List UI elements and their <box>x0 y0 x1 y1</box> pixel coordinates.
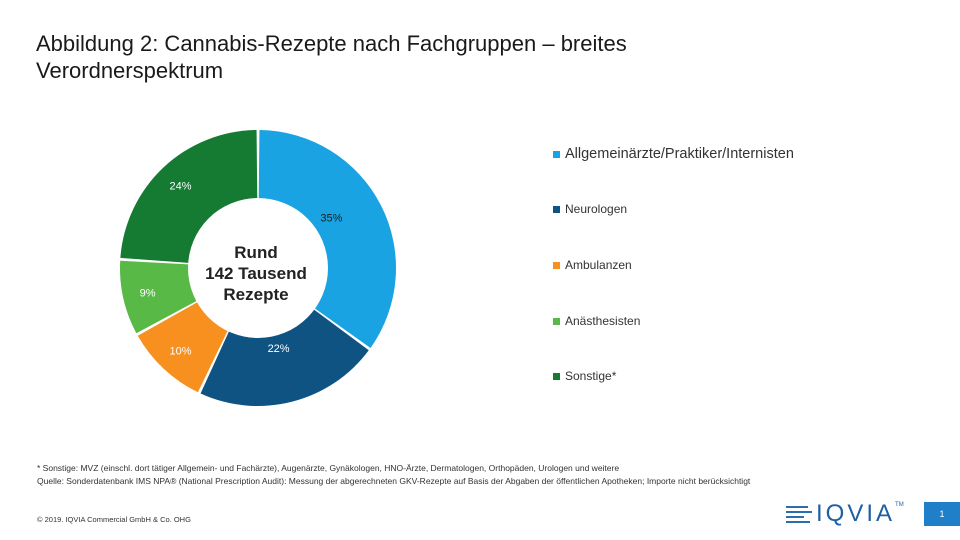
percent-label-1: 35% <box>320 212 342 224</box>
iqvia-logo: IQVIA TM <box>786 500 904 528</box>
legend-item-ambulanz: Ambulanzen <box>553 258 632 272</box>
percent-label-2: 22% <box>268 343 290 355</box>
footnote-source: Quelle: Sonderdatenbank IMS NPA® (Nation… <box>37 476 751 486</box>
page-number: 1 <box>924 502 960 526</box>
legend-label: Anästhesisten <box>565 314 641 328</box>
percent-label-3: 10% <box>170 345 192 357</box>
legend-swatch <box>553 205 560 213</box>
legend-item-allgemein: Allgemeinärzte/Praktiker/Internisten <box>553 146 794 162</box>
legend-label: Allgemeinärzte/Praktiker/Internisten <box>565 146 794 162</box>
legend-label: Sonstige* <box>565 369 617 383</box>
center-label: Rund 142 Tausend Rezepte <box>205 243 307 304</box>
legend-swatch <box>553 261 560 269</box>
legend-item-anaest: Anästhesisten <box>553 314 640 328</box>
page-title: Abbildung 2: Cannabis-Rezepte nach Fachg… <box>36 31 627 83</box>
copyright: © 2019. IQVIA Commercial GmbH & Co. OHG <box>37 515 191 524</box>
legend-swatch <box>553 372 560 380</box>
legend-item-sonstige: Sonstige* <box>553 369 616 383</box>
center-label-line-3: Rezepte <box>223 285 288 304</box>
logo-lines-icon <box>786 505 812 523</box>
legend-swatch <box>553 317 560 325</box>
percent-label-5: 24% <box>170 181 192 193</box>
donut-hole <box>188 198 328 338</box>
footnote-sonstige: * Sonstige: MVZ (einschl. dort tätiger A… <box>37 463 620 473</box>
percent-labels: 35% 22% 10% 9% 24% <box>140 181 343 358</box>
legend-swatch <box>553 150 560 158</box>
logo-text: IQVIA <box>816 500 896 527</box>
center-label-line-2: 142 Tausend <box>205 264 307 283</box>
donut-slice-1 <box>258 130 397 348</box>
legend-item-neuro: Neurologen <box>553 202 627 216</box>
center-label-line-1: Rund <box>234 243 277 262</box>
legend-label: Ambulanzen <box>565 258 632 272</box>
percent-label-4: 9% <box>140 288 156 300</box>
legend-label: Neurologen <box>565 202 628 216</box>
logo-trademark: TM <box>895 502 904 508</box>
